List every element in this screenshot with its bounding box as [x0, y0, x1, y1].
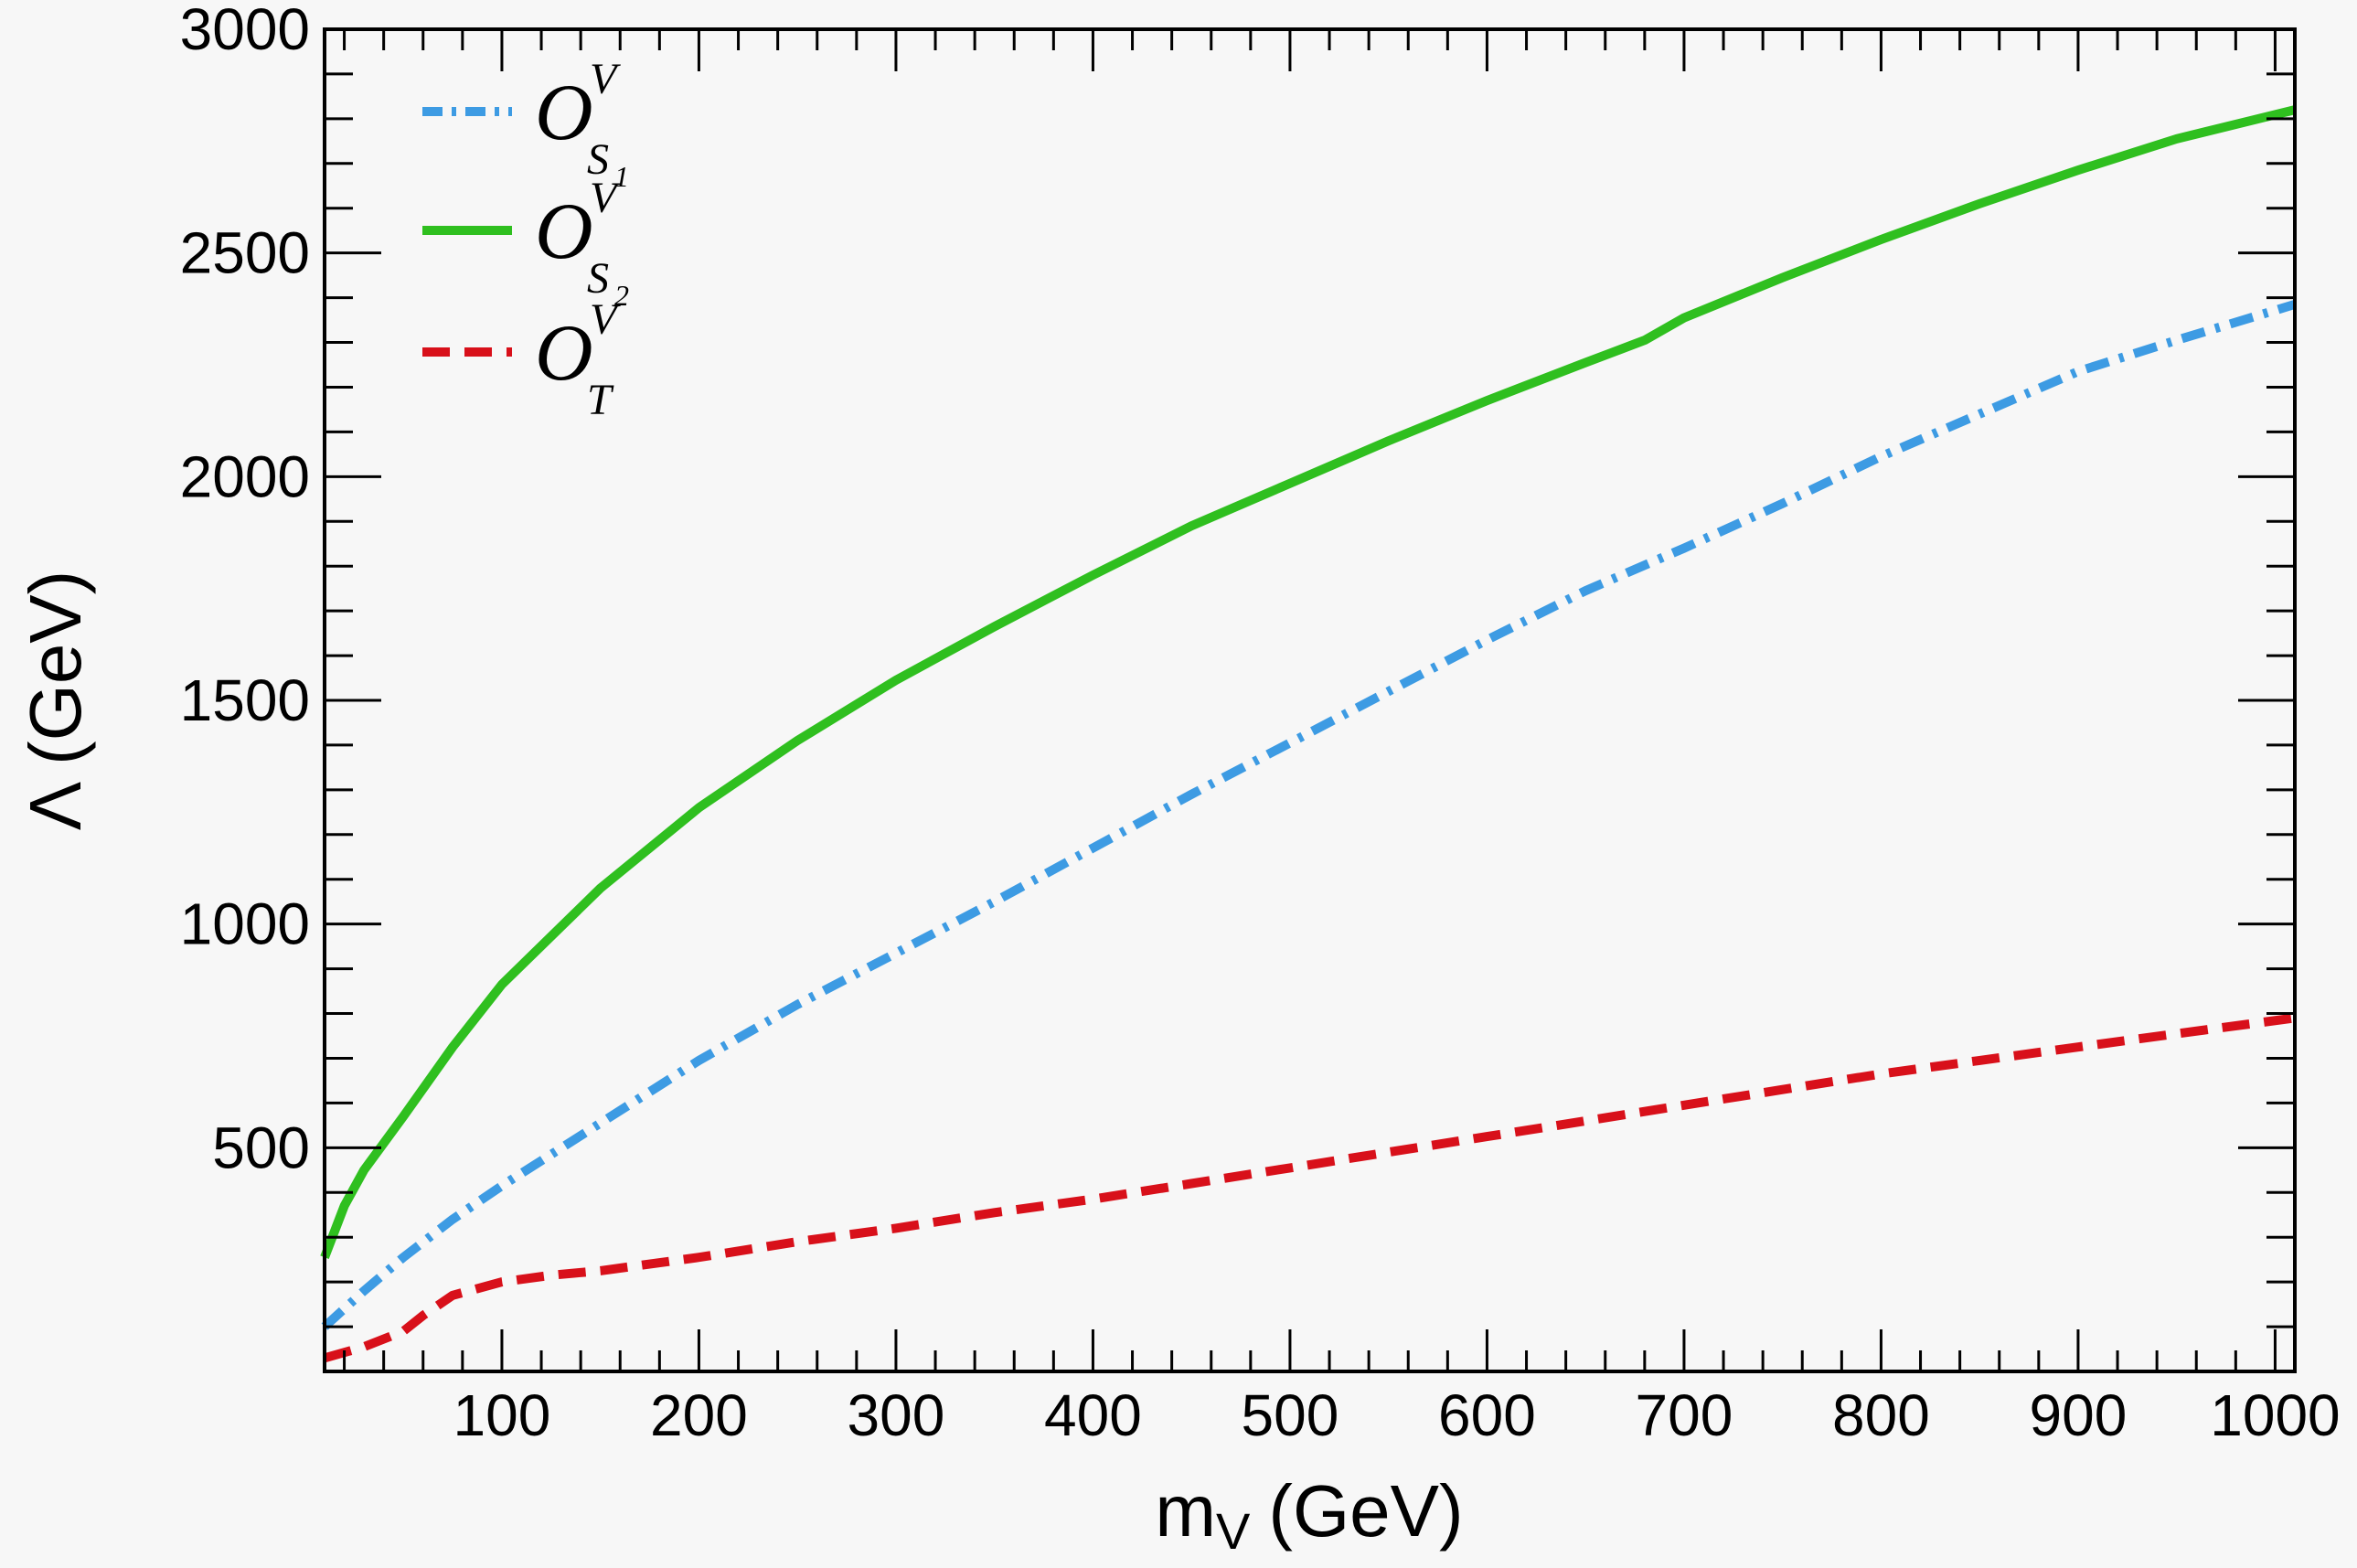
x-axis-title-unit: (GeV)	[1268, 1470, 1463, 1552]
x-tick-label: 900	[2030, 1382, 2128, 1448]
y-tick-label: 500	[212, 1115, 310, 1180]
x-tick-label: 800	[1832, 1382, 1930, 1448]
legend-label-sup: V	[590, 295, 621, 344]
y-tick-label: 3000	[180, 0, 310, 62]
legend-label-sub: T	[587, 376, 614, 424]
x-tick-label: 100	[453, 1382, 551, 1448]
y-tick-label: 2000	[180, 443, 310, 509]
x-tick-label: 300	[848, 1382, 945, 1448]
ticks-layer	[325, 27, 2295, 1371]
legend-label-sub: S	[587, 254, 609, 303]
series-line-1	[321, 300, 2297, 1330]
x-tick-label: 700	[1636, 1382, 1733, 1448]
x-tick-label: 400	[1044, 1382, 1142, 1448]
series-line-2	[320, 105, 2297, 1259]
y-axis-title: Λ (GeV)	[15, 571, 96, 831]
plot-frame	[323, 27, 2297, 1373]
x-axis-title-sub: V	[1216, 1502, 1251, 1560]
tick-labels-layer: 100 200 300 400 500 600 700 800 900 1000 500 1000 15…	[180, 0, 2341, 1448]
legend-label-subsub: 1	[614, 160, 629, 193]
x-tick-label: 500	[1242, 1382, 1339, 1448]
legend-label-subsub: 2	[614, 279, 629, 312]
y-tick-label: 1000	[180, 891, 310, 957]
y-tick-label: 1500	[180, 667, 310, 733]
x-tick-label: 1000	[2210, 1382, 2340, 1448]
series-layer	[320, 105, 2297, 1363]
x-tick-label: 200	[650, 1382, 748, 1448]
y-tick-label: 2500	[180, 220, 310, 286]
x-tick-label: 600	[1438, 1382, 1536, 1448]
legend-label-sup: V	[590, 55, 621, 103]
x-axis-title-main: m	[1155, 1470, 1216, 1552]
x-axis-title: mV (GeV)	[1155, 1470, 1463, 1560]
legend-label-1: O	[535, 69, 593, 157]
legend-label-sub: S	[587, 135, 609, 184]
legend-label-sup: V	[590, 174, 621, 222]
legend-label-3: O	[535, 309, 593, 398]
legend-label-2: O	[535, 187, 593, 276]
series-line-3	[323, 1013, 2296, 1363]
